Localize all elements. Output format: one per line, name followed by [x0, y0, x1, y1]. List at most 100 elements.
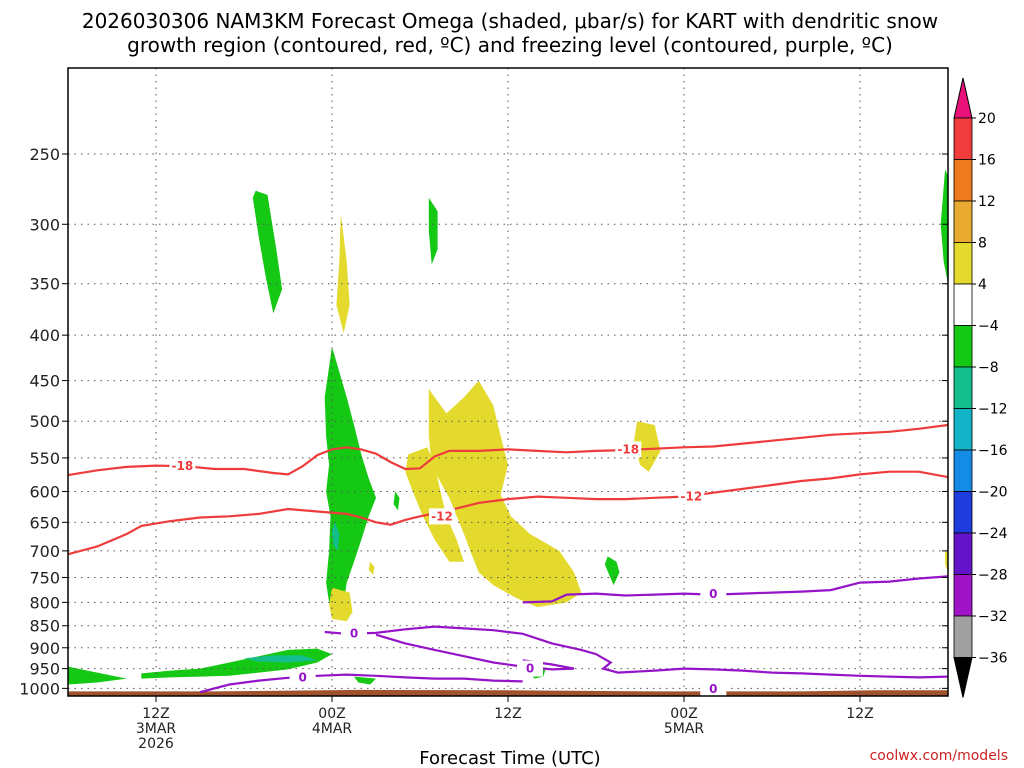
omega-shade-13: [428, 380, 582, 608]
contour-label-group-2: -12: [429, 508, 455, 525]
chart-title-line-1: 2026030306 NAM3KM Forecast Omega (shaded…: [82, 9, 938, 33]
colorbar-min-arrow: [953, 657, 973, 698]
colorbar-swatch-6: [953, 325, 973, 368]
y-tick-label: 500: [29, 412, 60, 431]
x-axis-label: Forecast Time (UTC): [419, 748, 600, 768]
colorbar-label: 8: [978, 236, 987, 252]
omega-shade-17: [368, 561, 375, 575]
omega-shade-6: [604, 556, 620, 586]
x-tick-label: 00Z: [318, 706, 345, 722]
colorbar-swatch-11: [953, 532, 973, 575]
colorbar-swatch-4: [953, 242, 973, 285]
contour-label-bg: [700, 586, 727, 603]
omega-shade-11: [244, 655, 318, 663]
colorbar-swatch-5: [953, 283, 973, 326]
credit-text: coolwx.com/models: [870, 748, 1008, 764]
contour-label: -18: [617, 442, 639, 456]
omega-shade-1: [428, 197, 438, 265]
contour-line-5: [375, 633, 575, 671]
contour-label-group-3: -12: [678, 488, 705, 505]
colorbar-swatch-12: [953, 574, 973, 617]
contour-line-4: [324, 625, 948, 679]
contour-label-bg: [517, 660, 543, 677]
y-tick-label: 900: [29, 639, 60, 658]
omega-shade-14: [405, 447, 464, 562]
y-tick-label: 550: [29, 449, 60, 468]
x-tick-label: 2026: [138, 736, 174, 752]
y-tick-label: 800: [29, 593, 60, 612]
omega-shade-2: [940, 169, 948, 284]
contour-label-bg: [289, 669, 316, 686]
y-tick-label: 1000: [19, 679, 60, 698]
y-tick-label: 850: [29, 617, 60, 636]
contour-line-6: [199, 673, 523, 694]
contour-label-bg: [615, 441, 642, 458]
x-tick-label: 12Z: [142, 706, 169, 722]
y-tick-label: 350: [29, 275, 60, 294]
contour-label: -18: [172, 459, 194, 473]
y-tick-label: 250: [29, 145, 60, 164]
y-tick-label: 700: [29, 542, 60, 561]
colorbar-swatch-9: [953, 449, 973, 492]
omega-shade-4: [332, 522, 340, 551]
omega-shade-3: [324, 346, 376, 603]
contour-label: -12: [431, 509, 453, 523]
colorbar-label: 4: [978, 277, 987, 293]
colorbar-swatch-2: [953, 159, 973, 202]
omega-shade-5: [393, 491, 400, 511]
colorbar-swatch-7: [953, 366, 973, 409]
contour-label-bg: [429, 508, 455, 525]
contour-label: 0: [709, 682, 717, 696]
colorbar-swatch-13: [953, 615, 973, 658]
colorbar-max-arrow: [953, 77, 973, 119]
y-tick-label: 950: [29, 660, 60, 679]
contour-label-group-5: 0: [517, 660, 543, 677]
chart-title-line-2: growth region (contoured, red, ºC) and f…: [127, 33, 893, 57]
colorbar-label: −36: [978, 651, 1008, 667]
contour-label-group-8: 0: [700, 681, 727, 696]
colorbar-label: −20: [978, 485, 1008, 501]
colorbar-label: 12: [978, 194, 996, 210]
y-tick-label: 750: [29, 568, 60, 587]
colorbar-label: −8: [978, 360, 999, 376]
colorbar-label: −12: [978, 402, 1008, 418]
y-tick-label: 450: [29, 372, 60, 391]
x-tick-label: 00Z: [670, 706, 697, 722]
colorbar-label: −32: [978, 609, 1008, 625]
y-tick-label: 300: [29, 215, 60, 234]
contour-label-group-6: 0: [289, 669, 316, 686]
omega-shade-16: [329, 587, 353, 622]
x-tick-label: 4MAR: [312, 721, 353, 737]
colorbar: 20 16 12 8 4 −4 −8 −12 −16 −20 −24 −28 −32 −36: [953, 77, 1008, 698]
x-tick-label: 12Z: [494, 706, 521, 722]
contour-label: 0: [709, 587, 717, 601]
plot-contents: -18 -18 -12 -12 0 0 0 0 0: [68, 68, 948, 696]
contour-label-bg: [678, 488, 705, 505]
colorbar-label: 20: [978, 111, 996, 127]
contour-label: 0: [298, 670, 306, 684]
omega-shade-15: [634, 421, 661, 472]
contour-label-group-7: 0: [700, 586, 727, 603]
y-axis-ticks: 250 300 350 400 450 500 550 600 650 700 750 800 850 9…: [19, 145, 948, 698]
contour-label-group-4: 0: [341, 625, 367, 642]
contour-label: -12: [680, 490, 702, 504]
colorbar-swatch-10: [953, 491, 973, 534]
colorbar-swatch-8: [953, 408, 973, 451]
contour-label: 0: [526, 662, 534, 676]
contour-label-group-1: -18: [615, 441, 642, 458]
x-tick-label: 12Z: [846, 706, 873, 722]
colorbar-label: −16: [978, 443, 1008, 459]
y-tick-label: 600: [29, 482, 60, 501]
contour-label-bg: [700, 681, 727, 696]
colorbar-swatch-3: [953, 200, 973, 243]
x-tick-label: 3MAR: [136, 721, 177, 737]
contour-line-7: [522, 575, 948, 604]
colorbar-label: −4: [978, 319, 999, 335]
contour-label: 0: [350, 626, 358, 640]
colorbar-label: −24: [978, 526, 1008, 542]
contour-line-0: [68, 423, 948, 477]
x-tick-label: 5MAR: [664, 721, 705, 737]
y-tick-label: 650: [29, 513, 60, 532]
omega-shade-0: [252, 190, 283, 314]
